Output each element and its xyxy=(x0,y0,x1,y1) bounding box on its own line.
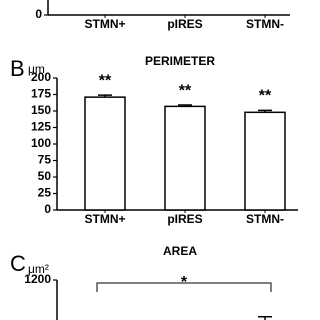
y-unit: μm² xyxy=(28,262,49,276)
x-tick-label: pIRES xyxy=(167,17,202,31)
error-bar xyxy=(178,104,192,107)
bar xyxy=(244,111,286,211)
panel-label: C xyxy=(10,251,26,276)
x-tick-label: STMN- xyxy=(246,212,284,226)
y-tick-label: 150 xyxy=(31,103,51,117)
y-tick-label: 25 xyxy=(38,186,52,200)
y-unit: μm xyxy=(28,62,45,76)
chart-title: PERIMETER xyxy=(145,54,215,68)
y-tick-label: 125 xyxy=(31,120,51,134)
error-bar xyxy=(258,109,272,113)
bar xyxy=(164,105,206,211)
panel-label: B xyxy=(10,56,25,81)
y-tick-label: 1200 xyxy=(24,272,51,286)
x-tick-label: pIRES xyxy=(167,212,202,226)
y-tick-label: 175 xyxy=(31,87,51,101)
bar xyxy=(84,96,126,211)
chart-title: AREA xyxy=(163,244,197,258)
x-tick-label: STMN- xyxy=(246,17,284,31)
x-tick-label: STMN+ xyxy=(84,17,125,31)
error-bar xyxy=(98,94,112,98)
x-tick-label: STMN+ xyxy=(84,212,125,226)
annotation: ** xyxy=(259,88,272,105)
y-tick-label: 0 xyxy=(35,7,42,21)
significance-label: * xyxy=(181,274,188,291)
error-bar xyxy=(258,316,272,320)
significance-bracket xyxy=(96,282,272,292)
y-tick-label: 75 xyxy=(38,153,52,167)
y-tick-label: 100 xyxy=(31,136,51,150)
y-tick-label: 50 xyxy=(38,169,52,183)
annotation: ** xyxy=(99,72,112,89)
y-tick-label: 200 xyxy=(31,70,51,84)
annotation: ** xyxy=(179,82,192,99)
y-tick-label: 0 xyxy=(44,202,51,216)
